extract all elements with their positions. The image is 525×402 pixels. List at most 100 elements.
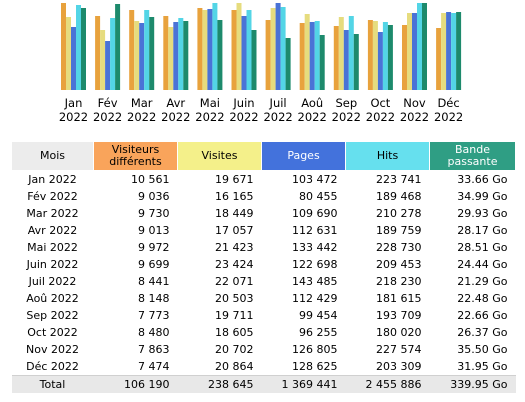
cell-visits: 18 449 (215, 207, 254, 220)
cell-hits: 218 230 (376, 275, 422, 288)
table-row: Avr 2022 9 013 17 057 112 631 189 759 28.17 G… (12, 222, 516, 239)
month-label: Fév 2022 (90, 96, 126, 124)
header-bandwidth: Bande passante (429, 141, 516, 171)
bar-pages (105, 41, 111, 90)
total-visitors: 106 190 (93, 375, 178, 393)
month-label: Avr 2022 (158, 96, 194, 124)
header-month: Mois (11, 141, 94, 171)
bar-bandwidth (217, 20, 223, 90)
month-label-year: 2022 (433, 110, 464, 124)
bar-hits (417, 3, 422, 90)
cell-bandwidth: 21.29 Go (457, 275, 508, 288)
month-label-year: 2022 (365, 110, 396, 124)
cell-pages: 128 625 (292, 360, 338, 373)
cell-month: Juin 2022 (26, 258, 79, 271)
cell-visits: 19 711 (215, 309, 254, 322)
table-row: Mar 2022 9 730 18 449 109 690 210 278 29.93 G… (12, 205, 516, 222)
cell-pages: 103 472 (292, 173, 338, 186)
header-visitors-line2: différents (109, 155, 162, 168)
bar-visits (407, 13, 412, 90)
month-label-name: Mai (199, 96, 220, 110)
month-label-year: 2022 (58, 110, 89, 124)
cell-month: Fév 2022 (27, 190, 78, 203)
cell-pages: 80 455 (299, 190, 338, 203)
month-label-year: 2022 (263, 110, 293, 124)
bar-pages (207, 9, 213, 90)
bar-hits (451, 13, 457, 90)
cell-visitors: 9 036 (138, 190, 170, 203)
cell-visitors: 9 972 (138, 241, 170, 254)
month-label-year: 2022 (195, 110, 225, 124)
cell-bandwidth: 22.48 Go (457, 292, 508, 305)
month-label-year: 2022 (127, 110, 157, 124)
month-label: Sep 2022 (328, 96, 364, 124)
month-label-name: Juin (233, 96, 255, 110)
bar-visits (236, 3, 242, 90)
cell-visits: 20 503 (215, 292, 254, 305)
table-row: Oct 2022 8 480 18 605 96 255 180 020 26.37 Go (12, 324, 516, 341)
bar-visits (372, 21, 378, 90)
cell-hits: 223 741 (376, 173, 422, 186)
header-pages: Pages (261, 141, 346, 171)
bar-visitors (61, 3, 66, 90)
cell-bandwidth: 28.51 Go (457, 241, 508, 254)
cell-visitors: 7 474 (138, 360, 170, 373)
bar-bandwidth (353, 34, 359, 90)
cell-pages: 126 805 (292, 343, 338, 356)
bar-bandwidth (149, 17, 155, 90)
cell-bandwidth: 24.44 Go (457, 258, 508, 271)
total-hits: 2 455 886 (345, 375, 430, 393)
bar-pages (377, 32, 383, 90)
bar-visitors (197, 8, 203, 90)
bar-bandwidth (456, 12, 462, 90)
cell-month: Mai 2022 (27, 241, 78, 254)
cell-month: Nov 2022 (26, 343, 79, 356)
cell-visitors: 7 773 (138, 309, 170, 322)
month-label-name: Aoû (301, 96, 324, 110)
month-label-year: 2022 (161, 110, 191, 124)
table-body: Jan 2022 10 561 19 671 103 472 223 741 33.66 … (11, 171, 516, 393)
bar-hits (246, 10, 252, 90)
bar-visits (270, 8, 276, 90)
cell-hits: 210 278 (376, 207, 422, 220)
cell-visitors: 9 699 (138, 258, 170, 271)
month-label-year: 2022 (297, 110, 327, 124)
month-label-name: Jan (64, 96, 83, 110)
bar-hits (314, 21, 320, 90)
total-bandwidth: 339.95 Go (429, 375, 516, 393)
bar-hits (348, 16, 354, 90)
monthly-history-chart: Jan 2022 Fév 2022 Mar 2022 Avr 2022 Mai 2022 Juin 2… (0, 0, 525, 138)
cell-pages: 143 485 (292, 275, 338, 288)
month-label-name: Avr (166, 96, 186, 110)
table-row: Sep 2022 7 773 19 711 99 454 193 709 22.66 Go (12, 307, 516, 324)
bar-visitors (436, 28, 442, 90)
month-label-name: Nov (403, 96, 426, 110)
cell-bandwidth: 33.66 Go (457, 173, 508, 186)
header-bandwidth-line2: passante (447, 155, 498, 168)
cell-bandwidth: 31.95 Go (457, 360, 508, 373)
cell-visits: 23 424 (215, 258, 254, 271)
bar-visits (202, 10, 208, 90)
table-row: Mai 2022 9 972 21 423 133 442 228 730 28.51 G… (12, 239, 516, 256)
month-label: Oct 2022 (362, 96, 398, 124)
bar-bandwidth (387, 25, 393, 90)
cell-month: Déc 2022 (26, 360, 79, 373)
header-visits: Visites (177, 141, 262, 171)
cell-hits: 228 730 (376, 241, 422, 254)
header-bandwidth-line1: Bande (454, 143, 490, 156)
cell-visitors: 9 730 (138, 207, 170, 220)
month-label-year: 2022 (92, 110, 123, 124)
bar-hits (212, 3, 218, 90)
bar-visitors (367, 20, 373, 90)
cell-bandwidth: 29.93 Go (457, 207, 508, 220)
cell-pages: 109 690 (292, 207, 338, 220)
cell-hits: 180 020 (376, 326, 422, 339)
cell-month: Avr 2022 (27, 224, 78, 237)
cell-month: Sep 2022 (26, 309, 79, 322)
bar-visitors (129, 10, 135, 90)
bar-visits (66, 17, 71, 90)
month-label: Nov 2022 (397, 96, 433, 124)
cell-visitors: 8 148 (138, 292, 170, 305)
table-row: Juin 2022 9 699 23 424 122 698 209 453 24.44 … (12, 256, 516, 273)
cell-month: Mar 2022 (26, 207, 79, 220)
